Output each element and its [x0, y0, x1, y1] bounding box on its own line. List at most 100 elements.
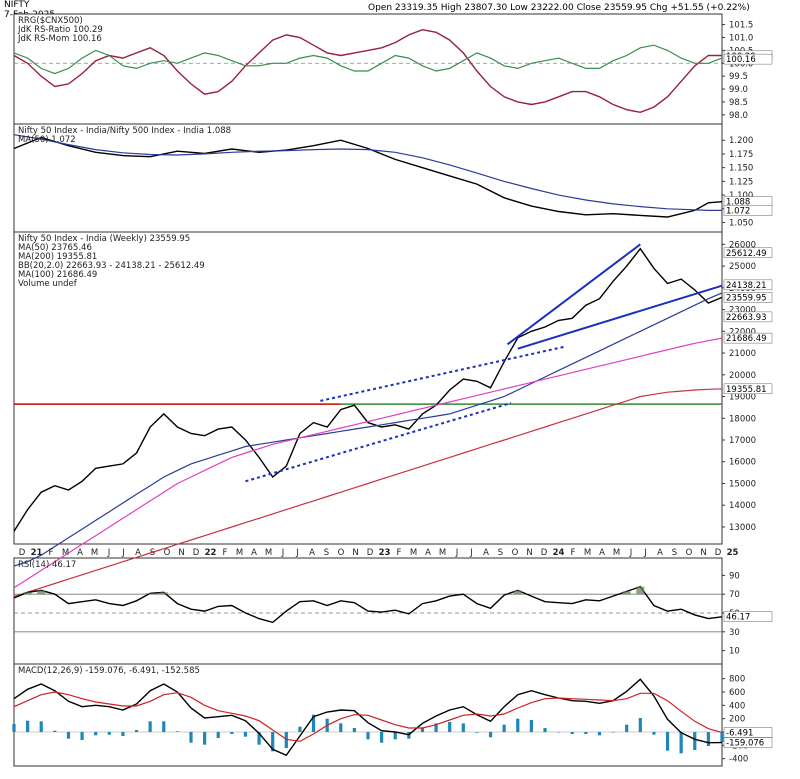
tick-label: 16000 [729, 458, 756, 468]
x-tick-label: M [62, 548, 69, 558]
series-line [13, 44, 723, 75]
histogram-bar [121, 732, 125, 736]
rsi-overbought-fill [37, 590, 46, 595]
histogram-bar [39, 721, 43, 732]
histogram-bar [134, 730, 139, 732]
histogram-bar [516, 718, 520, 732]
histogram-bar [380, 732, 384, 743]
series-line [13, 28, 722, 114]
value-tag-box [723, 279, 773, 291]
value-tag: 24138.21 [726, 281, 767, 291]
histogram-bar [434, 723, 438, 732]
histogram-bar [393, 732, 397, 740]
tick-label: 22000 [729, 327, 756, 337]
value-tag-box [723, 53, 773, 65]
series-line [13, 388, 723, 598]
x-tick-label: A [483, 548, 489, 558]
value-tag: 46.17 [726, 613, 750, 623]
x-tick-label: J [643, 548, 647, 558]
tick-label: 10 [729, 647, 740, 657]
value-tag: 1.072 [726, 206, 750, 216]
series-line [13, 292, 723, 567]
histogram-bar [243, 732, 248, 737]
x-tick-label: O [338, 548, 345, 558]
histogram-bar [543, 728, 547, 732]
legend-entry: MA(50) 1.072 [18, 135, 76, 145]
x-tick-label: D [715, 548, 722, 558]
tick-label: 70 [729, 590, 740, 600]
tick-label: 25000 [729, 262, 756, 272]
x-tick-label: S [672, 548, 677, 558]
value-tag-box [723, 737, 773, 748]
x-tick-label: J [455, 548, 459, 558]
x-tick-label: 24 [553, 548, 565, 558]
x-tick-label: N [352, 548, 358, 558]
histogram-bar [148, 721, 152, 732]
histogram-bar [720, 732, 724, 743]
tick-label: 21000 [729, 349, 756, 359]
low-label: Low [510, 3, 528, 13]
histogram-bar [230, 732, 234, 734]
x-tick-label: M [613, 548, 620, 558]
high-label: High [440, 3, 462, 13]
tick-label: 800 [729, 675, 745, 685]
histogram-bar [597, 732, 602, 736]
histogram-bar [298, 726, 302, 732]
histogram-bar [611, 732, 615, 733]
open-value: 23319.35 [394, 3, 438, 13]
x-tick-label: S [498, 548, 503, 558]
value-tag-box [723, 611, 773, 622]
open-label: Open [368, 3, 393, 13]
x-tick-label: M [439, 548, 446, 558]
tick-label: 90 [729, 571, 740, 581]
histogram-bar [529, 720, 533, 732]
x-tick-label: J [107, 548, 111, 558]
rsi-overbought-fill [622, 591, 631, 595]
x-tick-label: D [367, 548, 374, 558]
tick-label: 400 [729, 701, 745, 711]
symbol-line: NIFTY [4, 0, 30, 10]
rsi-overbought-fill [146, 593, 155, 595]
x-tick-label: F [397, 548, 402, 558]
value-tag-box [723, 247, 773, 259]
tick-label: 1.050 [729, 219, 753, 229]
legend-entry: MA(50) 23765.46 [18, 243, 92, 253]
x-tick-label: A [425, 548, 431, 558]
histogram-bar [94, 732, 98, 736]
histogram-bar [366, 732, 370, 740]
x-tick-label: F [223, 548, 228, 558]
histogram-bar [66, 732, 71, 739]
panel-frame-rrg [13, 13, 723, 125]
x-tick-label: O [686, 548, 693, 558]
histogram-bar [475, 732, 479, 733]
x-tick-label: A [309, 548, 315, 558]
value-tag: -159.076 [726, 739, 764, 749]
rsi-overbought-fill [23, 592, 32, 595]
x-tick-label: J [121, 548, 125, 558]
histogram-bar [652, 732, 656, 735]
tick-label: 1.125 [729, 177, 753, 187]
x-tick-label: N [178, 548, 184, 558]
histogram-bar [693, 732, 697, 750]
chg-label: Chg [649, 3, 668, 13]
tick-label: 30 [729, 628, 740, 638]
trend-line [506, 243, 641, 346]
x-tick-label: 25 [727, 548, 739, 558]
x-tick-label: M [91, 548, 98, 558]
x-tick-label: A [251, 548, 257, 558]
tick-label: 1.150 [729, 164, 753, 174]
value-tag: 19355.81 [726, 385, 767, 395]
x-tick-label: A [599, 548, 605, 558]
x-tick-label: M [236, 548, 243, 558]
series-line [13, 691, 723, 742]
series-line [13, 247, 723, 532]
histogram-bar [638, 718, 642, 732]
tick-label: 200 [729, 715, 745, 725]
rsi-overbought-fill [636, 586, 645, 595]
tick-label: 18000 [729, 414, 756, 424]
legend-entry: JdK RS-Ratio 100.29 [17, 25, 103, 35]
x-tick-label: A [135, 548, 141, 558]
low-value: 23222.00 [530, 3, 574, 13]
x-tick-label: F [49, 548, 54, 558]
